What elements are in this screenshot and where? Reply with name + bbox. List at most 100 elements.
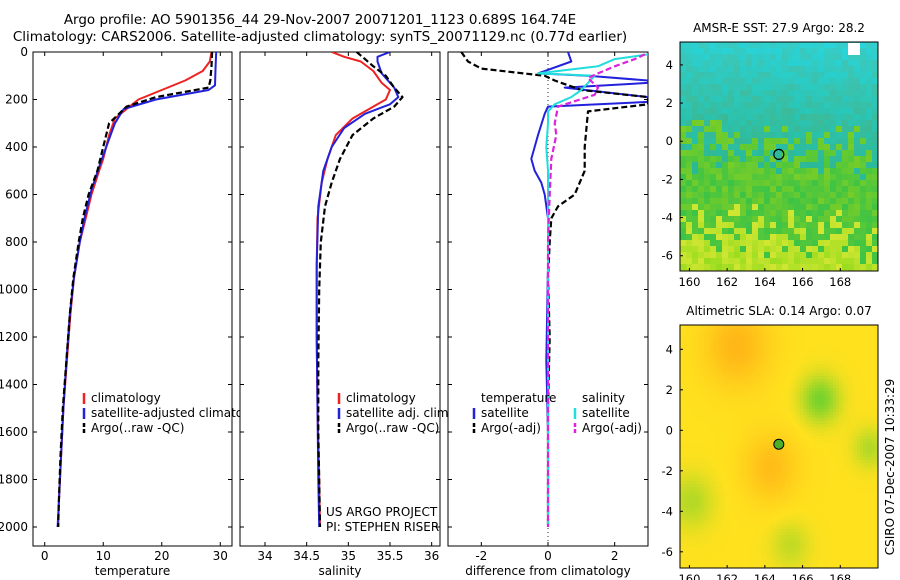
sla-map-cell [845, 472, 849, 476]
sla-map-cell [782, 472, 786, 476]
sla-map-cell [728, 358, 732, 362]
sla-map-cell [833, 436, 837, 440]
sla-map-cell [728, 400, 732, 404]
sla-map-cell [866, 418, 870, 422]
sla-map-cell [848, 388, 852, 392]
sla-map-cell [731, 442, 735, 446]
temperature-series-argo-raw-qc- [57, 52, 214, 528]
sla-map-cell [689, 463, 693, 467]
sla-map-cell [734, 457, 738, 461]
sla-map-cell [716, 460, 720, 464]
sst-map-cell [764, 168, 771, 175]
sla-map-cell [767, 424, 771, 428]
sla-map-cell [860, 421, 864, 425]
sla-map-cell [734, 364, 738, 368]
sla-map-cell [752, 454, 756, 458]
sla-map-cell [851, 382, 855, 386]
sst-map-cell [830, 72, 837, 79]
sla-map-cell [788, 400, 792, 404]
sla-map-cell [767, 403, 771, 407]
sla-map-cell [800, 466, 804, 470]
sla-map-cell [836, 343, 840, 347]
sla-map-cell [827, 433, 831, 437]
sla-map-cell [830, 472, 834, 476]
sla-map-cell [737, 424, 741, 428]
sla-map-cell [761, 430, 765, 434]
sla-map-cell [866, 436, 870, 440]
sla-map-cell [776, 397, 780, 401]
sla-map-cell [842, 430, 846, 434]
sla-map-cell [710, 406, 714, 410]
sla-map-cell [833, 328, 837, 332]
sst-map-cell [728, 108, 735, 115]
sla-map-cell [692, 433, 696, 437]
sst-map-cell [740, 264, 747, 271]
sla-map-cell [800, 445, 804, 449]
sla-map-cell [725, 394, 729, 398]
sla-map-cell [752, 412, 756, 416]
sla-map-cell [830, 334, 834, 338]
sla-map-cell [764, 439, 768, 443]
sla-map-cell [731, 451, 735, 455]
sla-map-cell [809, 469, 813, 473]
sla-map-cell [758, 427, 762, 431]
sla-map-cell [875, 370, 878, 374]
sst-map-cell [866, 54, 873, 61]
sla-map-cell [869, 475, 873, 479]
sla-map-cell [839, 442, 843, 446]
sla-map-cell [824, 379, 828, 383]
sla-map-cell [863, 379, 867, 383]
sst-map-cell [704, 216, 711, 223]
sst-map-cell [758, 108, 765, 115]
sst-map-cell [842, 96, 849, 103]
sla-map-cell [815, 433, 819, 437]
sla-map-cell [869, 370, 873, 374]
sst-map-cell [782, 96, 789, 103]
sst-map-cell [764, 66, 771, 73]
sla-map-cell [848, 478, 852, 482]
sla-map-cell [857, 364, 861, 368]
sst-map-cell [830, 132, 837, 139]
sla-map-cell [725, 424, 729, 428]
sla-map-cell [812, 370, 816, 374]
sla-map-cell [866, 370, 870, 374]
sst-map-cell [698, 114, 705, 121]
sla-map-cell [710, 442, 714, 446]
sla-map-cell [689, 331, 693, 335]
sla-map-cell [713, 352, 717, 356]
sst-map-cell [830, 162, 837, 169]
sla-map-cell [812, 475, 816, 479]
sla-map-cell [713, 367, 717, 371]
sla-map-cell [776, 394, 780, 398]
sla-map-cell [851, 424, 855, 428]
sla-map-cell [755, 460, 759, 464]
sla-map-cell [785, 364, 789, 368]
sst-map-cell [812, 42, 819, 49]
sla-map-cell [839, 364, 843, 368]
sla-map-cell [743, 475, 747, 479]
sla-map-cell [755, 421, 759, 425]
sst-map-cell [698, 204, 705, 211]
sla-map-cell [710, 427, 714, 431]
sla-map-cell [692, 427, 696, 431]
sla-map-cell [812, 346, 816, 350]
sla-map-cell [710, 397, 714, 401]
sla-map-cell [776, 406, 780, 410]
sla-map-cell [755, 376, 759, 380]
sst-map-cell [836, 144, 843, 151]
sla-map-cell [803, 445, 807, 449]
sla-map-cell [821, 463, 825, 467]
sla-map-cell [719, 391, 723, 395]
sla-map-cell [842, 457, 846, 461]
sla-map-cell [767, 397, 771, 401]
sla-map-cell [719, 448, 723, 452]
sla-map-cell [737, 463, 741, 467]
sst-map-cell [836, 192, 843, 199]
sla-map-cell [767, 451, 771, 455]
sla-map-cell [740, 385, 744, 389]
sla-map-cell [872, 466, 876, 470]
sla-map-cell [857, 325, 861, 329]
sla-map-cell [818, 469, 822, 473]
sla-map-cell [830, 421, 834, 425]
sst-map-cell [866, 150, 873, 157]
